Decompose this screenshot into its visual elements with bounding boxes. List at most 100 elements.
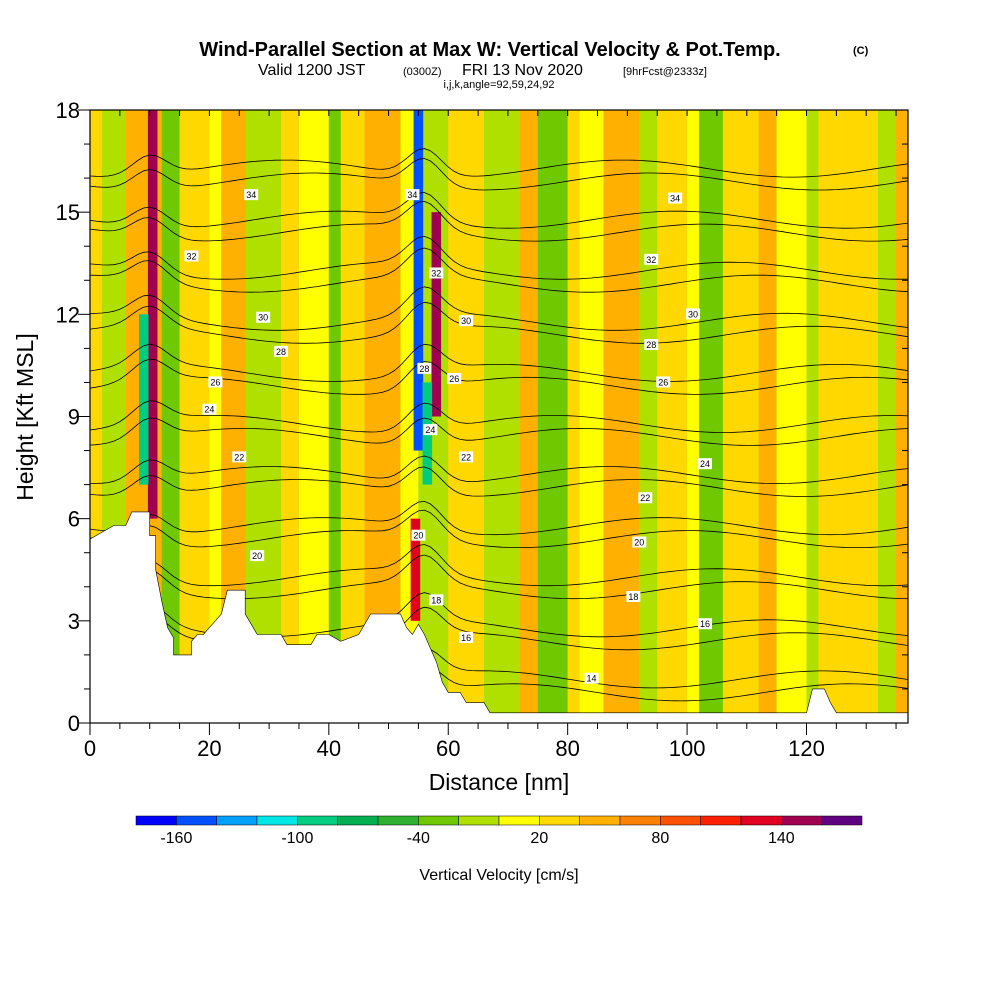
isentrope-label: 32 xyxy=(644,253,659,265)
velocity-streak xyxy=(161,110,180,723)
isentrope-label-text: 20 xyxy=(413,531,423,541)
isentrope-label-bg xyxy=(644,253,659,265)
isentrope-label: 30 xyxy=(459,315,474,327)
isentrope-label: 26 xyxy=(656,376,671,388)
isentrope-label-text: 20 xyxy=(634,538,644,548)
isentrope-label-text: 18 xyxy=(628,592,638,602)
colorbar-tick-label: -40 xyxy=(407,830,430,847)
isentrope-label-bg xyxy=(274,345,289,357)
isentrope-label: 16 xyxy=(697,618,712,630)
velocity-streak xyxy=(298,110,329,723)
plot-area: 34 32 30 28 26 24 22 20 34 32 30 28 26 24 22 20 18 16 34 32… xyxy=(90,110,908,723)
chart-ijk: i,j,k,angle=92,59,24,92 xyxy=(443,79,554,91)
isentrope-label-text: 24 xyxy=(700,459,710,469)
y-tick-label: 12 xyxy=(56,302,80,327)
isentrope-label: 16 xyxy=(459,631,474,643)
colorbar-swatch xyxy=(135,815,177,826)
isentrope-label-text: 24 xyxy=(204,405,214,415)
isentrope-label-bg xyxy=(644,338,659,350)
isentrope-label-bg xyxy=(686,308,701,320)
isentrope-line xyxy=(90,466,908,497)
velocity-column xyxy=(147,110,158,519)
velocity-column xyxy=(410,518,421,621)
isentrope-label-text: 20 xyxy=(252,551,262,561)
isentrope-label-bg xyxy=(232,451,247,463)
velocity-streak xyxy=(579,110,604,723)
isentrope-label-bg xyxy=(459,451,474,463)
isentrope-label-text: 30 xyxy=(461,316,471,326)
velocity-streak xyxy=(687,110,700,723)
isentrope-label-bg xyxy=(411,529,426,541)
velocity-streak xyxy=(699,110,723,723)
isentrope-label-text: 34 xyxy=(407,190,417,200)
velocity-column xyxy=(413,110,424,451)
isentrope-label-bg xyxy=(638,492,653,504)
isentrope-label-bg xyxy=(632,536,647,548)
isentrope-label-text: 22 xyxy=(640,493,650,503)
velocity-column xyxy=(431,212,442,417)
isentrope-line xyxy=(90,358,908,395)
isentrope-line xyxy=(90,192,908,229)
y-tick-label: 3 xyxy=(68,609,80,634)
isentrope-label-bg xyxy=(202,403,217,415)
y-axis-label: Height [Kft MSL] xyxy=(12,333,38,500)
isentrope-label: 22 xyxy=(459,451,474,463)
velocity-streak xyxy=(758,110,777,723)
isentrope-label-bg xyxy=(250,550,265,562)
isentrope-line xyxy=(90,417,908,446)
isentrope-label: 34 xyxy=(244,189,259,201)
x-tick-label: 100 xyxy=(669,736,706,761)
x-tick-label: 40 xyxy=(317,736,341,761)
velocity-streak xyxy=(221,110,246,723)
velocity-streak xyxy=(537,110,568,723)
isentrope-label: 14 xyxy=(584,672,599,684)
y-tick-label: 6 xyxy=(68,507,80,532)
velocity-streak xyxy=(603,110,640,723)
isentrope-label-bg xyxy=(423,424,438,436)
isentrope-line xyxy=(90,500,908,536)
isentrope-label-text: 26 xyxy=(210,377,220,387)
isentrope-label-bg xyxy=(459,315,474,327)
isentrope-label-text: 28 xyxy=(419,364,429,374)
isentrope-label-text: 24 xyxy=(425,425,435,435)
isentrope-line xyxy=(90,455,908,485)
isentrope-line xyxy=(90,544,908,587)
subtitle-date: FRI 13 Nov 2020 xyxy=(462,62,583,79)
isentrope-label-bg xyxy=(697,618,712,630)
isentrope-label-text: 32 xyxy=(186,251,196,261)
isentrope-label: 28 xyxy=(417,362,432,374)
colorbar-tick-label: 140 xyxy=(768,830,795,847)
isentrope-label-bg xyxy=(429,594,444,606)
isentrope-label-text: 32 xyxy=(431,268,441,278)
isentrope-label-text: 26 xyxy=(449,374,459,384)
isentrope-line xyxy=(90,509,908,548)
colorbar-swatch xyxy=(176,815,217,826)
colorbar-swatch xyxy=(297,815,338,826)
chart-title: Wind-Parallel Section at Max W: Vertical… xyxy=(199,39,780,61)
isentrope-line xyxy=(90,301,908,344)
isentrope-label-text: 22 xyxy=(461,452,471,462)
isentrope-label-bg xyxy=(417,362,432,374)
isentrope-label-bg xyxy=(208,376,223,388)
isentrope-label: 28 xyxy=(644,338,659,350)
isentrope-label-bg xyxy=(668,192,683,204)
velocity-streak xyxy=(245,110,282,723)
isentrope-label-text: 22 xyxy=(234,452,244,462)
x-tick-label: 0 xyxy=(84,736,96,761)
colorbar-swatch xyxy=(700,815,742,826)
isentrope-label-text: 16 xyxy=(461,633,471,643)
isentrope-label: 32 xyxy=(184,250,199,262)
isentrope-line xyxy=(90,247,908,293)
isentrope-label-text: 14 xyxy=(587,674,597,684)
isentrope-label-bg xyxy=(429,267,444,279)
colorbar-swatch xyxy=(418,815,459,826)
colorbar-swatch xyxy=(539,815,580,826)
velocity-column xyxy=(138,314,149,485)
isentrope-label: 20 xyxy=(411,529,426,541)
colorbar-tick-label: -100 xyxy=(281,830,313,847)
isentrope-label: 34 xyxy=(405,189,420,201)
terrain xyxy=(90,511,908,723)
isentrope-line xyxy=(90,200,908,242)
isentrope-label-text: 28 xyxy=(646,340,656,350)
